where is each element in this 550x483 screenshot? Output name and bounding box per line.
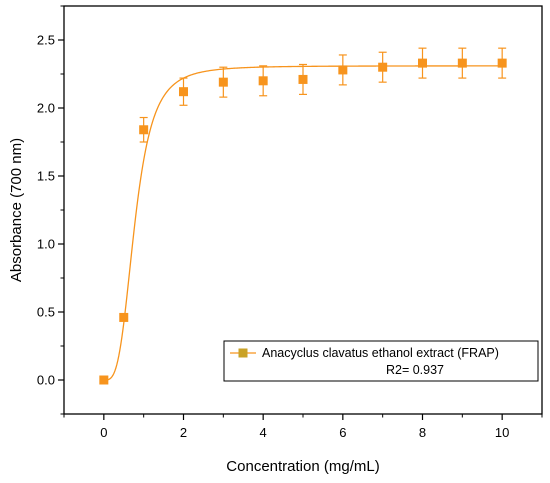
data-point bbox=[258, 76, 268, 86]
fit-curve bbox=[103, 65, 503, 381]
legend: Anacyclus clavatus ethanol extract (FRAP… bbox=[223, 340, 539, 382]
x-tick-label: 0 bbox=[100, 425, 107, 440]
data-point bbox=[338, 65, 348, 75]
legend-r2-label: R2= 0.937 bbox=[386, 363, 444, 377]
data-point bbox=[139, 125, 149, 135]
y-tick-label: 1.5 bbox=[37, 169, 55, 184]
data-point bbox=[378, 62, 388, 72]
data-point bbox=[497, 58, 507, 68]
y-tick-label: 0.0 bbox=[37, 373, 55, 388]
legend-marker bbox=[238, 348, 248, 358]
axes: 0 2 4 6 8 10 0.0 0.5 1.0 1.5 2.0 2.5 Concentration (… bbox=[8, 5, 543, 475]
data-point bbox=[418, 58, 427, 68]
y-tick-label: 0.5 bbox=[37, 305, 55, 320]
x-axis-title: Concentration (mg/mL) bbox=[226, 458, 379, 475]
data-point bbox=[99, 375, 109, 385]
data-point bbox=[119, 312, 129, 322]
plot-marks bbox=[99, 47, 507, 385]
data-point bbox=[457, 58, 467, 68]
legend-series-label: Anacyclus clavatus ethanol extract (FRAP… bbox=[262, 346, 499, 360]
x-tick-label: 8 bbox=[419, 425, 426, 440]
x-tick-label: 10 bbox=[495, 425, 509, 440]
x-tick-label: 4 bbox=[260, 425, 267, 440]
y-tick-label: 1.0 bbox=[37, 237, 55, 252]
y-tick-label: 2.5 bbox=[37, 33, 55, 48]
data-point bbox=[218, 77, 228, 87]
x-tick-label: 6 bbox=[339, 425, 346, 440]
legend-box bbox=[223, 340, 539, 382]
y-axis-title: Absorbance (700 nm) bbox=[8, 138, 25, 282]
x-tick-label: 2 bbox=[180, 425, 187, 440]
y-tick-label: 2.0 bbox=[37, 101, 55, 116]
data-point bbox=[179, 87, 188, 97]
data-point bbox=[298, 74, 308, 84]
